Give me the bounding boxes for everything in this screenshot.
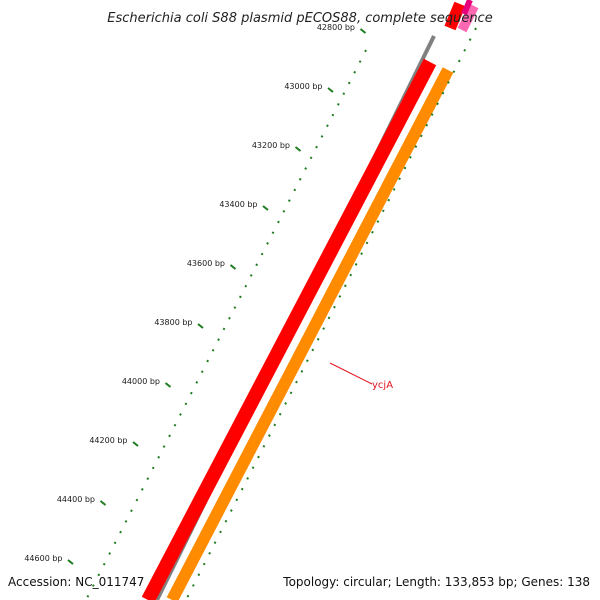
tick-label: 42800 bp (317, 23, 355, 32)
accession-text: Accession: NC_011747 (8, 575, 144, 589)
scale-tick (164, 382, 172, 388)
track-pink-upper (457, 3, 479, 33)
tick-label: 43800 bp (154, 318, 192, 327)
track-layer (141, 0, 479, 600)
tick-label: 44600 bp (24, 554, 62, 563)
tick-label: 43200 bp (252, 141, 290, 150)
scale-tick (229, 264, 237, 270)
tick-label: 44000 bp (122, 377, 160, 386)
scale-ticks: 42800 bp 43000 bp 43200 bp 43400 bp 43600 bp… (24, 23, 367, 565)
scale-tick (359, 28, 367, 34)
track-orange (166, 67, 454, 600)
gene-annotation: ycjA (329, 362, 393, 391)
tick-label: 43000 bp (284, 82, 322, 91)
scale-tick (132, 441, 139, 447)
tick-label: 43400 bp (219, 200, 257, 209)
track-red-upper (444, 1, 466, 31)
topology-summary: Topology: circular; Length: 133,853 bp; … (282, 575, 590, 589)
footer: Accession: NC_011747 Topology: circular;… (8, 575, 590, 589)
tick-label: 44200 bp (89, 436, 127, 445)
tick-label: 43600 bp (187, 259, 225, 268)
scale-layer: 42800 bp 43000 bp 43200 bp 43400 bp 43600 bp… (24, 23, 367, 600)
tick-label: 44400 bp (57, 495, 95, 504)
track-magenta-upper (461, 0, 473, 16)
track-red (141, 58, 437, 600)
scale-tick (327, 87, 334, 93)
scale-dotted-ring (85, 49, 367, 600)
title-block: Escherichia coli S88 plasmid pECOS88, co… (107, 11, 492, 26)
scale-tick (197, 323, 204, 329)
inner-tick-strand (185, 27, 477, 600)
gene-label-ycja: ycjA (372, 380, 393, 391)
scale-tick (294, 146, 302, 152)
scale-tick (67, 559, 74, 565)
scale-tick (99, 500, 107, 506)
scale-tick (262, 205, 269, 211)
gene-label-leader (329, 362, 373, 385)
map-title: Escherichia coli S88 plasmid pECOS88, co… (107, 11, 492, 26)
